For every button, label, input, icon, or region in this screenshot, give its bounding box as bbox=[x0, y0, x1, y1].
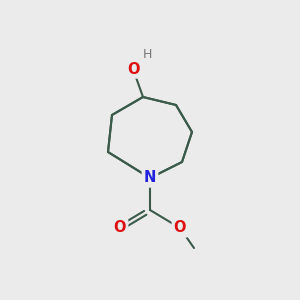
Text: O: O bbox=[174, 220, 186, 236]
Text: O: O bbox=[114, 220, 126, 236]
Text: O: O bbox=[127, 61, 139, 76]
Text: H: H bbox=[142, 49, 152, 62]
Text: N: N bbox=[144, 170, 156, 185]
